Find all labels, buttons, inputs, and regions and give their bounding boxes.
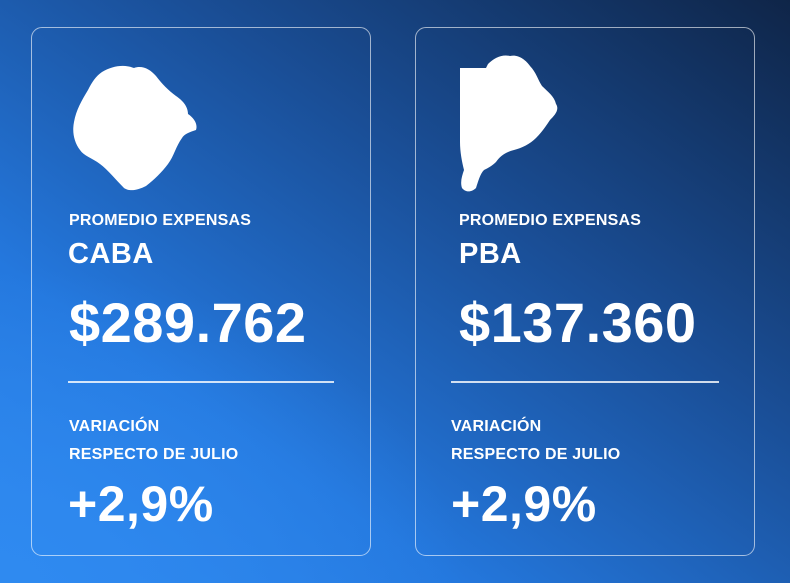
variation-label-line2: RESPECTO DE JULIO (451, 446, 621, 463)
variation-value: +2,9% (451, 476, 597, 532)
average-amount: $137.360 (459, 291, 697, 354)
average-amount: $289.762 (69, 291, 307, 354)
variation-label-line1: VARIACIÓN (451, 418, 542, 435)
variation-value: +2,9% (68, 476, 214, 532)
divider (451, 381, 719, 383)
caba-map-icon (72, 60, 200, 192)
region-name: CABA (68, 238, 154, 270)
variation-label: VARIACIÓN RESPECTO DE JULIO (69, 413, 238, 469)
eyebrow-label: PROMEDIO EXPENSAS (459, 212, 642, 229)
divider (68, 381, 334, 383)
variation-label-line1: VARIACIÓN (69, 418, 160, 435)
variation-label: VARIACIÓN RESPECTO DE JULIO (451, 413, 620, 469)
region-name: PBA (459, 238, 522, 270)
caba-card: PROMEDIO EXPENSAS CABA $289.762 VARIACIÓ… (31, 27, 371, 556)
eyebrow-label: PROMEDIO EXPENSAS (69, 212, 252, 229)
pba-map-icon (456, 52, 566, 194)
variation-label-line2: RESPECTO DE JULIO (69, 446, 239, 463)
pba-card: PROMEDIO EXPENSAS PBA $137.360 VARIACIÓN… (415, 27, 755, 556)
